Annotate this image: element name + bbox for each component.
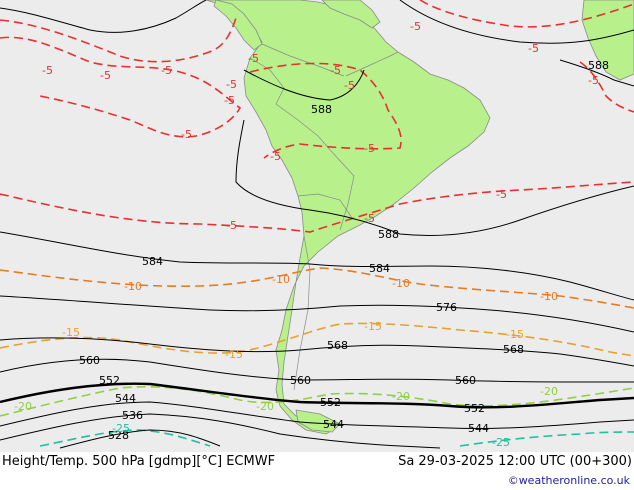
temp-label: -5 xyxy=(270,150,281,163)
temp-label: -20 xyxy=(256,400,274,413)
height-label: 584 xyxy=(142,255,163,268)
height-label: 544 xyxy=(115,392,136,405)
temp-label: -5 xyxy=(496,188,507,201)
temp-label: -5 xyxy=(528,42,539,55)
height-label: 588 xyxy=(311,103,332,116)
temp-label: -5 xyxy=(248,52,259,65)
map-canvas: 588 588 588 584 584 576 568 568 560 560 … xyxy=(0,0,634,449)
height-contour-528 xyxy=(59,429,221,449)
map-title: Height/Temp. 500 hPa [gdmp][°C] ECMWF xyxy=(2,454,276,469)
temperature-labels: -5 -5 -5 -5 -5 -5 -5 -5 -5 -5 -5 -5 -5 -… xyxy=(14,20,599,449)
temp-label: -5 xyxy=(42,64,53,77)
temp-label: -5 xyxy=(588,74,599,87)
temp-label: -10 xyxy=(272,273,290,286)
temp-label: -20 xyxy=(14,400,32,413)
height-label: 536 xyxy=(122,409,143,422)
africa-coast-land xyxy=(581,0,634,81)
height-contour-top xyxy=(0,0,207,33)
height-contour-552 xyxy=(0,382,634,409)
height-label: 560 xyxy=(455,374,476,387)
height-labels: 588 588 588 584 584 576 568 568 560 560 … xyxy=(79,59,609,442)
height-label: 584 xyxy=(369,262,390,275)
height-label: 576 xyxy=(436,301,457,314)
temp-label: -15 xyxy=(225,348,243,361)
temp-label: -25 xyxy=(492,436,510,449)
height-label: 568 xyxy=(503,343,524,356)
border-line xyxy=(345,51,399,77)
border-line xyxy=(293,235,311,391)
height-contour-588-africa xyxy=(399,0,634,87)
isotherm-minus5-top xyxy=(419,0,634,28)
height-label: 552 xyxy=(464,402,485,415)
temp-label: -15 xyxy=(62,326,80,339)
height-label: 544 xyxy=(468,422,489,435)
central-america-land xyxy=(213,0,263,51)
isotherm-minus10 xyxy=(0,267,634,309)
isotherm-minus5-pacific xyxy=(0,36,242,138)
map-footer: Height/Temp. 500 hPa [gdmp][°C] ECMWF Sa… xyxy=(0,452,634,490)
temp-label: -5 xyxy=(364,142,375,155)
border-line xyxy=(275,103,333,153)
border-line xyxy=(331,151,355,231)
border-line xyxy=(249,57,285,105)
height-contour-544 xyxy=(0,401,634,430)
border-line xyxy=(297,193,353,219)
temp-label: -25 xyxy=(112,422,130,435)
country-borders xyxy=(249,43,399,391)
height-label: 544 xyxy=(323,418,344,431)
temp-label: -10 xyxy=(124,280,142,293)
temp-label: -5 xyxy=(226,219,237,232)
temp-label: -5 xyxy=(344,79,355,92)
isotherm-minus5-africa xyxy=(579,61,634,113)
temp-label: -5 xyxy=(161,64,172,77)
temp-label: -10 xyxy=(540,290,558,303)
height-contour-568 xyxy=(0,337,634,367)
height-contour-584 xyxy=(0,231,634,301)
height-label: 560 xyxy=(290,374,311,387)
north-america-land xyxy=(321,0,381,29)
forecast-timestamp: Sa 29-03-2025 12:00 UTC (00+300) xyxy=(398,454,632,469)
height-contour-576 xyxy=(0,295,634,333)
isotherm-minus5-amazon xyxy=(249,62,402,159)
temp-label: -20 xyxy=(392,390,410,403)
temp-label: -5 xyxy=(224,94,235,107)
temp-label: -5 xyxy=(410,20,421,33)
temp-label: -5 xyxy=(226,78,237,91)
border-line xyxy=(261,43,345,77)
temp-label: -5 xyxy=(330,64,341,77)
isotherm-minus5-atlantic xyxy=(0,181,634,233)
temp-label: -10 xyxy=(392,277,410,290)
temp-label: -5 xyxy=(100,69,111,82)
temp-label: -15 xyxy=(364,320,382,333)
isotherm-minus5-north xyxy=(0,17,237,63)
isotherm-minus25 xyxy=(39,429,634,447)
temp-label: -5 xyxy=(181,128,192,141)
credit-link[interactable]: ©weatheronline.co.uk xyxy=(507,474,630,487)
isotherm-minus15 xyxy=(0,322,634,357)
height-label: 560 xyxy=(79,354,100,367)
height-contours xyxy=(0,0,634,449)
temp-label: -20 xyxy=(540,385,558,398)
height-contour-536 xyxy=(0,413,441,449)
height-label: 552 xyxy=(320,396,341,409)
height-label: 588 xyxy=(588,59,609,72)
weather-map: 588 588 588 584 584 576 568 568 560 560 … xyxy=(0,0,634,452)
height-contour-560 xyxy=(0,358,634,383)
temp-label: -15 xyxy=(506,328,524,341)
height-label: 568 xyxy=(327,339,348,352)
height-label: 588 xyxy=(378,228,399,241)
height-label: 528 xyxy=(108,429,129,442)
temp-label: -5 xyxy=(364,212,375,225)
height-contour-588-north xyxy=(235,69,634,236)
height-label: 552 xyxy=(99,374,120,387)
